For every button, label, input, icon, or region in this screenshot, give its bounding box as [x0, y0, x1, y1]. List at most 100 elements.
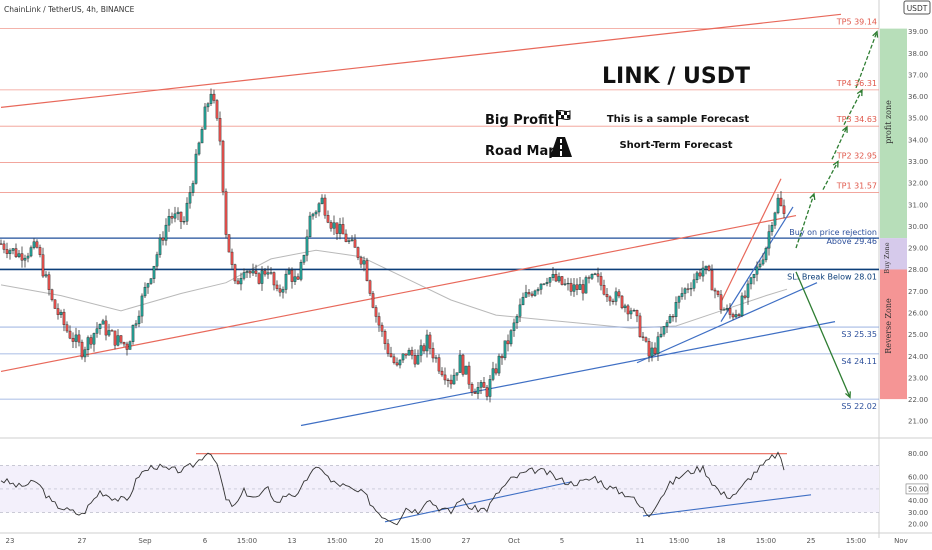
candle-body: [2, 243, 6, 250]
trendline-0: [0, 13, 842, 108]
currency-badge[interactable]: USDT: [907, 4, 928, 13]
candle: [212, 89, 216, 104]
candle: [173, 206, 177, 223]
candle: [491, 361, 495, 382]
forecast-arrow-4: [855, 31, 878, 89]
candle: [776, 194, 780, 215]
candle-body: [584, 277, 588, 294]
candle-body: [32, 241, 36, 248]
candle-body: [770, 225, 774, 232]
candle-body: [443, 374, 447, 381]
candle-body: [170, 216, 174, 219]
candle: [104, 315, 108, 341]
candle-body: [299, 261, 303, 280]
candle-body: [677, 296, 681, 303]
time-tick-label: 15:00: [327, 537, 347, 545]
candle-body: [491, 368, 495, 380]
candle: [680, 287, 684, 300]
candle: [437, 354, 441, 374]
candle-body: [386, 343, 390, 354]
candle-body: [164, 224, 168, 241]
candle: [581, 279, 585, 301]
candle-body: [266, 272, 270, 275]
candle-body: [35, 241, 39, 248]
candle-body: [587, 277, 591, 279]
candle-body: [761, 259, 765, 265]
candle: [320, 194, 324, 205]
candle-body: [83, 349, 87, 358]
candle-body: [23, 257, 27, 261]
candle-body: [176, 211, 180, 215]
candle: [749, 276, 753, 290]
candle: [287, 267, 291, 275]
candle: [572, 277, 576, 297]
candle: [503, 340, 507, 361]
time-tick-label: Sep: [138, 537, 152, 545]
candle: [239, 272, 243, 291]
candle-body: [416, 355, 420, 365]
candle-body: [581, 284, 585, 294]
candle-body: [410, 349, 414, 356]
candle-body: [365, 260, 369, 281]
candle: [338, 217, 342, 240]
candle-body: [578, 284, 582, 290]
candle-body: [569, 282, 573, 292]
candle-body: [407, 349, 411, 356]
candle-body: [629, 310, 633, 315]
candle-body: [563, 283, 567, 285]
candle-body: [338, 224, 342, 234]
candle: [668, 314, 672, 324]
candle-body: [758, 263, 762, 268]
candle: [608, 295, 612, 306]
candle-body: [134, 323, 138, 326]
time-axis[interactable]: 23 27 Sep 6 15:00 13 15:00 20 15:00 27 Oct 5 11 15:00…: [6, 537, 932, 545]
candle: [500, 353, 504, 365]
price-tick-label: 36.00: [908, 93, 928, 101]
candle-body: [320, 197, 324, 204]
candle-body: [473, 392, 477, 394]
candle-body: [380, 324, 384, 332]
candle: [719, 289, 723, 314]
candle-body: [695, 272, 699, 281]
candle: [227, 234, 231, 253]
candle: [125, 341, 129, 356]
candle-body: [305, 236, 309, 256]
candle-body: [308, 215, 312, 238]
candle-body: [26, 255, 30, 259]
price-tick-label: 22.00: [908, 396, 928, 404]
candle-body: [146, 283, 150, 288]
level-label-9: S4 24.11: [841, 357, 877, 366]
candle-body: [707, 265, 711, 271]
candle: [686, 283, 690, 294]
candle: [344, 229, 348, 243]
candle-body: [110, 330, 114, 332]
candle-body: [197, 142, 201, 155]
level-label-3: TP2 32.95: [836, 152, 877, 161]
candle: [362, 256, 366, 272]
candle-body: [56, 308, 60, 315]
candle-body: [71, 337, 75, 342]
candle-body: [782, 205, 786, 214]
candle-body: [767, 231, 771, 249]
candle: [509, 329, 513, 347]
candle-body: [62, 311, 66, 325]
candle-body: [671, 316, 675, 318]
candle: [605, 288, 609, 302]
candle: [737, 312, 741, 318]
profit-zone-band: [880, 28, 907, 239]
buy-zone-band: [880, 238, 907, 270]
candle: [356, 246, 360, 261]
price-axis[interactable]: 21.00 22.00 23.00 24.00 25.00 26.00 27.00 28.00…: [908, 28, 928, 426]
candle-body: [368, 280, 372, 294]
candle-body: [140, 295, 144, 317]
candle: [641, 331, 645, 341]
candle: [470, 382, 474, 396]
candle-body: [608, 296, 612, 302]
candle-body: [38, 247, 42, 255]
candle-body: [422, 345, 426, 352]
time-tick-label: 5: [560, 537, 564, 545]
short-term-text: Short-Term Forecast: [619, 140, 732, 151]
candle: [560, 275, 564, 286]
time-tick-label: 23: [6, 537, 15, 545]
